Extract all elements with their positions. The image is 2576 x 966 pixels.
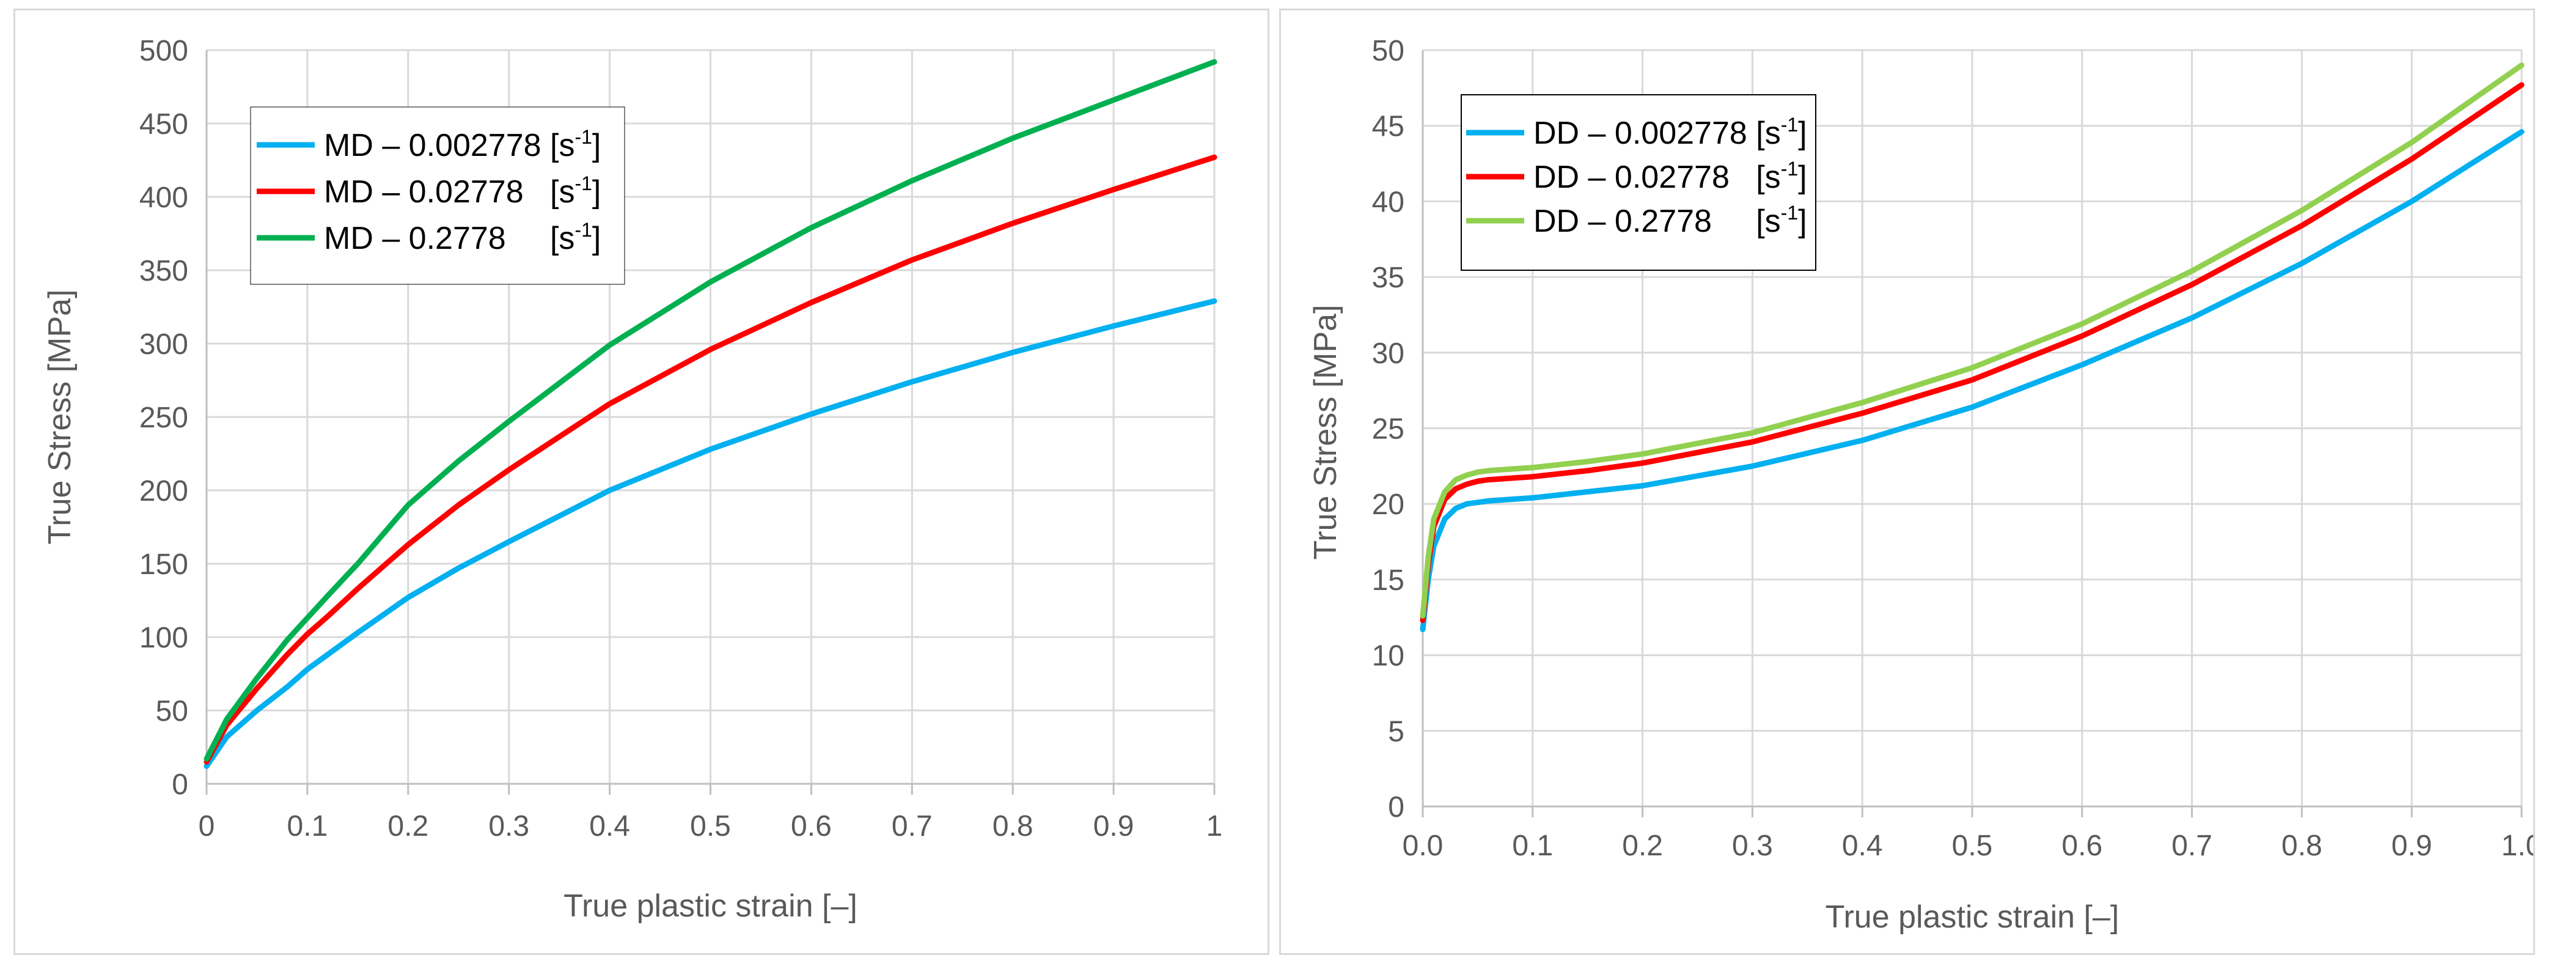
legend-label-end: ] bbox=[592, 128, 601, 163]
x-tick-label: 0.4 bbox=[1842, 830, 1883, 862]
y-tick-label: 25 bbox=[1372, 413, 1404, 446]
legend-label-main: MD – 0.2778 [s bbox=[324, 221, 574, 256]
legend-label-1: MD – 0.002778 [s-1] bbox=[324, 126, 601, 163]
y-tick-label: 300 bbox=[139, 328, 188, 361]
series-group bbox=[1420, 62, 2525, 632]
y-tick-label: 350 bbox=[139, 255, 188, 287]
x-tick-label: 0.8 bbox=[2281, 830, 2322, 862]
legend-label-main: DD – 0.02778 [s bbox=[1533, 160, 1781, 195]
x-tick-label: 0.2 bbox=[387, 810, 428, 842]
chart-panel-dd: 0.0 0.1 0.2 0.3 0.4 0.5 0.6 0.7 0.8 0.9 1.0 0 5 10 15 2… bbox=[1279, 9, 2535, 955]
series-line-2 bbox=[204, 154, 1217, 765]
series-group bbox=[204, 59, 1217, 769]
chart-panel-md: 0 0.1 0.2 0.3 0.4 0.5 0.6 0.7 0.8 0.9 1 0 50 100 150 20… bbox=[13, 9, 1269, 955]
y-tick-label: 0 bbox=[1388, 791, 1404, 824]
x-tick-label: 0.2 bbox=[1622, 830, 1663, 862]
series-line-1 bbox=[204, 298, 1217, 769]
x-tick-label: 0.7 bbox=[892, 810, 933, 842]
x-tick-label: 0 bbox=[199, 810, 215, 842]
x-tick-label: 0.0 bbox=[1403, 830, 1444, 862]
y-tick-label: 20 bbox=[1372, 489, 1404, 521]
x-tick-label: 0.3 bbox=[1732, 830, 1773, 862]
series-line-2 bbox=[1420, 82, 2525, 624]
x-tick-label: 0.1 bbox=[287, 810, 328, 842]
y-tick-label: 200 bbox=[139, 475, 188, 507]
y-axis-title: True Stress [MPa] bbox=[1308, 304, 1343, 559]
legend-label-sup: -1 bbox=[574, 172, 592, 194]
y-tick-label: 50 bbox=[156, 695, 188, 728]
y-tick-label: 30 bbox=[1372, 337, 1404, 370]
legend-label-main: DD – 0.2778 [s bbox=[1533, 204, 1781, 239]
y-tick-label: 400 bbox=[139, 182, 188, 214]
x-tick-label: 0.3 bbox=[488, 810, 529, 842]
legend-box bbox=[1461, 94, 1816, 271]
legend-label-main: DD – 0.002778 [s bbox=[1533, 116, 1781, 151]
legend-label-2: DD – 0.02778 [s-1] bbox=[1533, 158, 1807, 195]
y-tick-label: 250 bbox=[139, 402, 188, 434]
x-tick-label: 0.6 bbox=[791, 810, 832, 842]
legend-label-sup: -1 bbox=[574, 219, 592, 241]
y-tick-label: 40 bbox=[1372, 186, 1404, 218]
legend-label-end: ] bbox=[1798, 160, 1807, 195]
series-line-3 bbox=[204, 59, 1217, 762]
legend: DD – 0.002778 [s-1]DD – 0.02778 [s-1]DD … bbox=[1461, 94, 1816, 271]
legend-label-end: ] bbox=[592, 221, 601, 256]
legend-label-sup: -1 bbox=[1781, 158, 1798, 180]
legend-box bbox=[250, 106, 625, 285]
x-tick-label: 0.9 bbox=[2391, 830, 2432, 862]
x-axis-title: True plastic strain [–] bbox=[1826, 899, 2119, 935]
y-tick-label: 0 bbox=[172, 769, 188, 801]
x-tick-label: 1 bbox=[1206, 810, 1223, 842]
x-tick-label: 0.4 bbox=[589, 810, 630, 842]
y-axis-title: True Stress [MPa] bbox=[42, 289, 78, 544]
x-axis-title: True plastic strain [–] bbox=[563, 888, 857, 924]
dd-stress-strain-chart: 0.0 0.1 0.2 0.3 0.4 0.5 0.6 0.7 0.8 0.9 1.0 0 5 10 15 2… bbox=[1308, 35, 2533, 935]
y-tick-label: 500 bbox=[139, 35, 188, 67]
y-tick-label: 50 bbox=[1372, 35, 1404, 67]
legend-label-end: ] bbox=[1798, 116, 1807, 151]
x-tick-label: 1.0 bbox=[2501, 830, 2533, 862]
legend: MD – 0.002778 [s-1]MD – 0.02778 [s-1]MD … bbox=[250, 106, 625, 285]
y-tick-label: 100 bbox=[139, 622, 188, 654]
legend-label-main: MD – 0.02778 [s bbox=[324, 174, 574, 210]
x-tick-label: 0.1 bbox=[1512, 830, 1553, 862]
legend-label-main: MD – 0.002778 [s bbox=[324, 128, 574, 163]
y-tick-label: 15 bbox=[1372, 564, 1404, 597]
legend-label-3: DD – 0.2778 [s-1] bbox=[1533, 202, 1807, 239]
legend-label-sup: -1 bbox=[1781, 114, 1798, 136]
legend-label-sup: -1 bbox=[574, 126, 592, 148]
x-tick-label: 0.5 bbox=[1952, 830, 1993, 862]
y-tick-label: 150 bbox=[139, 548, 188, 581]
md-stress-strain-chart: 0 0.1 0.2 0.3 0.4 0.5 0.6 0.7 0.8 0.9 1 0 50 100 150 20… bbox=[42, 35, 1223, 924]
x-tick-label: 0.7 bbox=[2171, 830, 2212, 862]
legend-label-3: MD – 0.2778 [s-1] bbox=[324, 219, 601, 256]
gridlines bbox=[1422, 49, 2523, 808]
y-tick-label: 10 bbox=[1372, 640, 1404, 673]
legend-label-end: ] bbox=[592, 174, 601, 210]
x-tick-label: 0.8 bbox=[993, 810, 1033, 842]
x-tick-label: 0.9 bbox=[1093, 810, 1134, 842]
legend-label-sup: -1 bbox=[1781, 202, 1798, 224]
x-tick-label: 0.6 bbox=[2061, 830, 2102, 862]
y-tick-label: 450 bbox=[139, 108, 188, 141]
y-tick-label: 45 bbox=[1372, 111, 1404, 143]
legend-label-1: DD – 0.002778 [s-1] bbox=[1533, 114, 1807, 151]
y-tick-label: 5 bbox=[1388, 715, 1404, 748]
x-tick-label: 0.5 bbox=[690, 810, 731, 842]
series-line-3 bbox=[1420, 62, 2525, 619]
legend-label-end: ] bbox=[1798, 204, 1807, 239]
legend-label-2: MD – 0.02778 [s-1] bbox=[324, 172, 601, 210]
series-line-1 bbox=[1420, 129, 2525, 632]
y-tick-label: 35 bbox=[1372, 262, 1404, 294]
